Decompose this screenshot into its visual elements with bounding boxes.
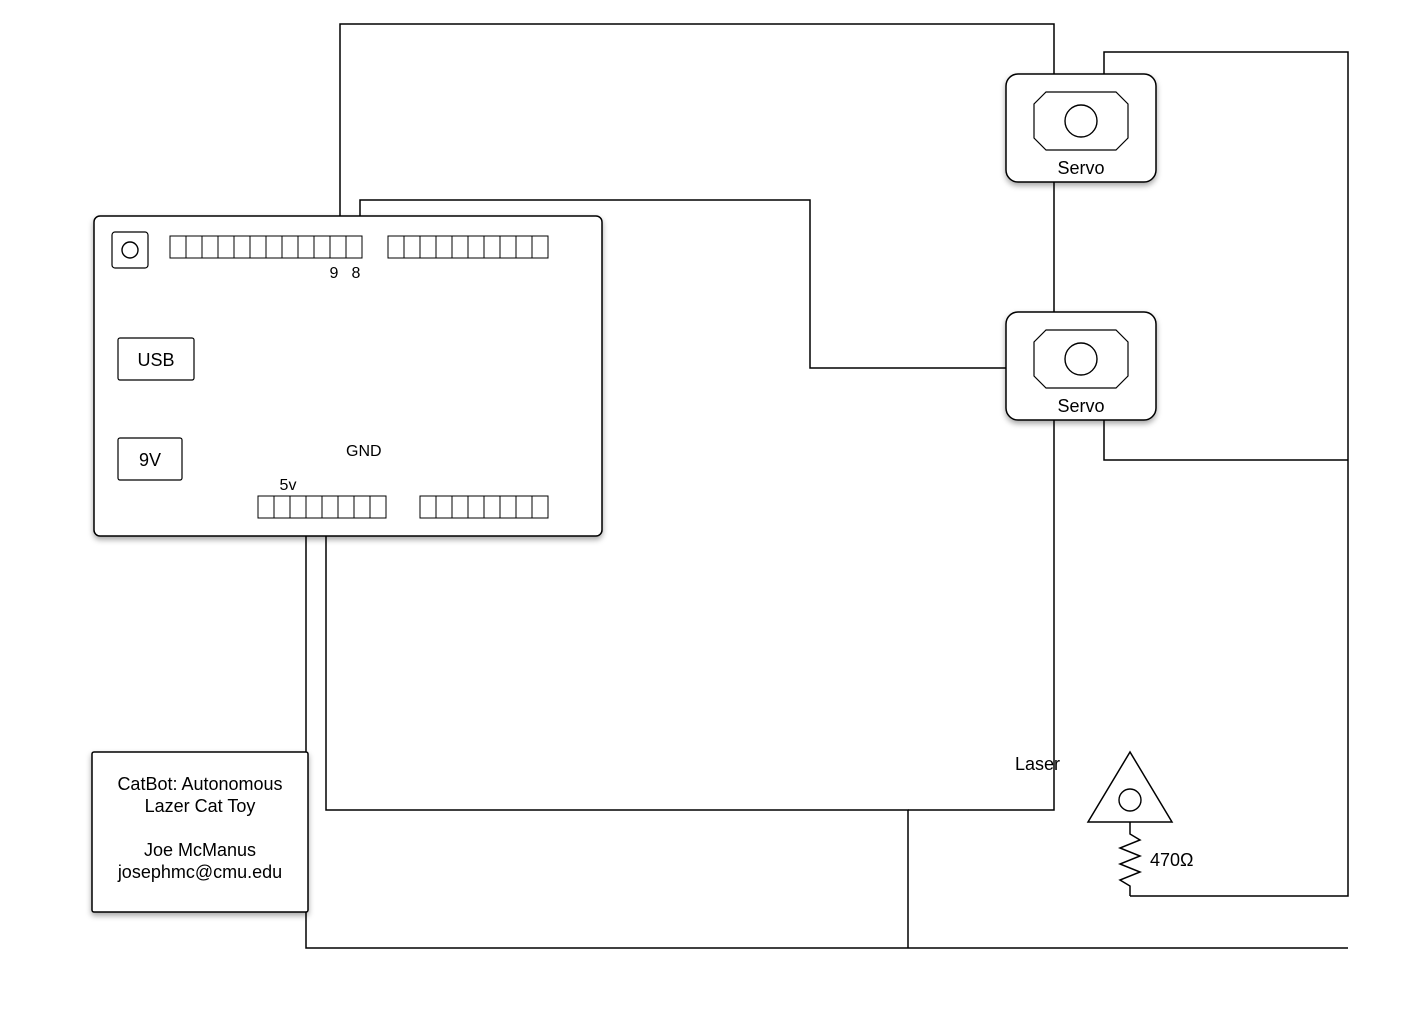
five-v-label: 5v [280,477,297,494]
info-box: CatBot: Autonomous Lazer Cat Toy Joe McM… [92,752,308,912]
info-email: josephmc@cmu.edu [117,862,282,882]
servo1-label: Servo [1057,158,1104,178]
info-author: Joe McManus [144,840,256,860]
nine-v-label: 9V [139,450,161,470]
gnd-label: GND [346,443,382,460]
info-title-line1: CatBot: Autonomous [117,774,282,794]
pin9-label: 9 [330,265,339,282]
pin-row-top-right [388,236,548,258]
resistor-label: 470Ω [1150,850,1194,870]
laser: Laser [1015,752,1172,822]
wire-5v [306,518,1348,948]
circuit-diagram: 9 8 USB 9V 5v [0,0,1409,1024]
arduino-board: 9 8 USB 9V 5v [94,216,602,536]
servo-1: Servo [1006,74,1156,182]
laser-label: Laser [1015,754,1060,774]
resistor: 470Ω [1120,822,1194,896]
servo-2: Servo [1006,312,1156,420]
usb-label: USB [137,350,174,370]
wire-gnd [326,518,908,948]
pin-row-bottom-right [420,496,548,518]
wire-servo2-down [908,420,1054,810]
wire-servo2-bus [1104,420,1348,460]
wire-pin9-servo1 [340,24,1054,236]
pin8-label: 8 [352,265,361,282]
info-title-line2: Lazer Cat Toy [145,796,256,816]
pin-row-bottom-left [258,496,386,518]
pin-row-top-left [170,236,362,258]
servo2-label: Servo [1057,396,1104,416]
